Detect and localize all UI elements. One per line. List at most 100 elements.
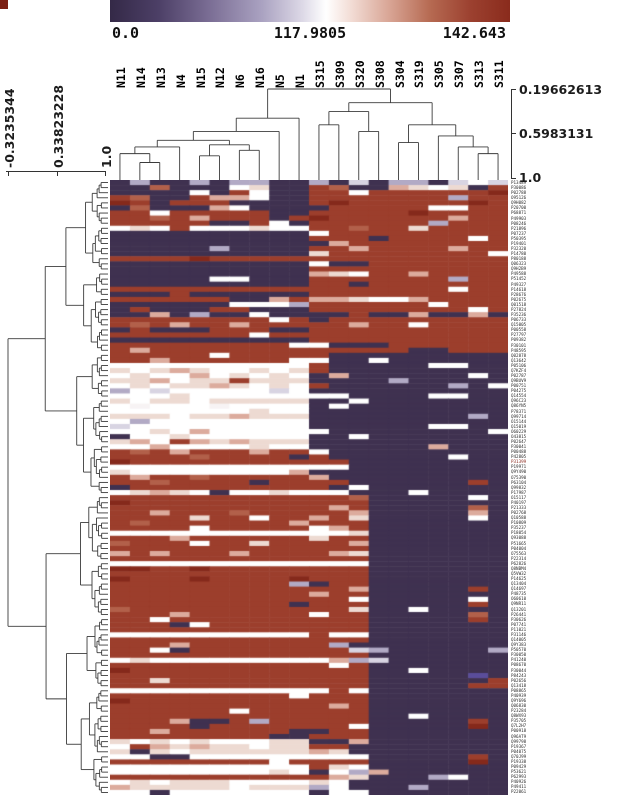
colorbar-label-max: 142.643 — [442, 24, 506, 42]
row-label-P31146: P31146 — [511, 631, 527, 637]
row-label-O15144: O15144 — [511, 418, 527, 424]
row-label-Q93088: Q93088 — [511, 535, 527, 541]
row-label-O95126: O95126 — [511, 195, 527, 201]
row-label-Q13642: Q13642 — [511, 357, 527, 363]
row-label-Q99714: Q99714 — [511, 413, 527, 419]
row-label-P27797: P27797 — [511, 332, 527, 338]
row-label-Q10588: Q10588 — [511, 515, 527, 521]
row-label-Q9BUV9: Q9BUV9 — [511, 378, 527, 384]
row-axis-tick — [105, 171, 106, 176]
row-label-P02656: P02656 — [511, 677, 527, 683]
row-label-P28676: P28676 — [511, 291, 527, 297]
row-axis-tick-label-mid: 0.33823228 — [51, 84, 66, 168]
col-axis-tick-label-bottom: 1.0 — [519, 170, 542, 185]
row-label-P07741: P07741 — [511, 621, 527, 627]
row-label-P49411: P49411 — [511, 784, 527, 790]
row-label-Q8NBM4: Q8NBM4 — [511, 565, 527, 571]
row-label-O43815: O43815 — [511, 433, 527, 439]
row-label-Q9H2B9: Q9H2B9 — [511, 266, 527, 272]
row-label-P02787: P02787 — [511, 372, 527, 378]
row-label-P17987: P17987 — [511, 489, 527, 495]
row-label-P23284: P23284 — [511, 708, 527, 714]
row-label-O75563: O75563 — [511, 550, 527, 556]
row-label-P50395: P50395 — [511, 235, 527, 241]
row-label-P31399: P31399 — [511, 459, 527, 465]
row-label-P04004: P04004 — [511, 545, 527, 551]
corner-swatch — [0, 0, 8, 9]
row-label-P26441: P26441 — [511, 611, 527, 617]
row-label-P49327: P49327 — [511, 281, 527, 287]
colorbar-label-mid: 117.9805 — [273, 24, 347, 42]
row-label-P22314: P22314 — [511, 555, 527, 561]
row-label-Q96AT9: Q96AT9 — [511, 733, 527, 739]
row-label-P40926: P40926 — [511, 779, 527, 785]
row-label-P51665: P51665 — [511, 540, 527, 546]
row-label-P30044: P30044 — [511, 667, 527, 673]
row-label-P53621: P53621 — [511, 769, 527, 775]
row-label-Q9Y383: Q9Y383 — [511, 642, 527, 648]
row-label-P19401: P19401 — [511, 240, 527, 246]
column-dendrogram — [119, 88, 499, 180]
row-label-Q06323: Q06323 — [511, 261, 527, 267]
row-label-Q06830: Q06830 — [511, 703, 527, 709]
row-label-Q9Y696: Q9Y696 — [511, 697, 527, 703]
row-label-Q14697: Q14697 — [511, 586, 527, 592]
row-label-P06733: P06733 — [511, 317, 527, 323]
row-label-P48595: P48595 — [511, 347, 527, 353]
col-axis-tick-label-mid: 0.5983131 — [519, 126, 594, 141]
row-label-P08246: P08246 — [511, 220, 527, 226]
row-label-P19367: P19367 — [511, 743, 527, 749]
colorbar-label-min: 0.0 — [112, 24, 140, 42]
row-label-P30041: P30041 — [511, 444, 527, 450]
row-axis-tick — [8, 171, 9, 176]
col-dendro-axis-line — [511, 89, 512, 179]
row-label-P30086: P30086 — [511, 185, 527, 191]
row-label-Q15019: Q15019 — [511, 423, 527, 429]
row-label-P40939: P40939 — [511, 692, 527, 698]
row-label-P14625: P14625 — [511, 576, 527, 582]
row-label-P02647: P02647 — [511, 438, 527, 444]
row-label-Q13404: Q13404 — [511, 581, 527, 587]
row-label-Q9Y490: Q9Y490 — [511, 469, 527, 475]
row-axis-tick-label-min: -0.3235344 — [2, 88, 17, 168]
row-label-P02788: P02788 — [511, 190, 527, 196]
row-label-Q99798: Q99798 — [511, 738, 527, 744]
row-label-Q01518: Q01518 — [511, 301, 527, 307]
row-label-P11021: P11021 — [511, 626, 527, 632]
row-label-P41240: P41240 — [511, 657, 527, 663]
row-label-P00558: P00558 — [511, 327, 527, 333]
row-label-Q15005: Q15005 — [511, 322, 527, 328]
row-label-P14618: P14618 — [511, 286, 527, 292]
row-label-P68871: P68871 — [511, 210, 527, 216]
row-label-Q7KZF4: Q7KZF4 — [511, 367, 527, 373]
row-label-Q96C23: Q96C23 — [511, 398, 527, 404]
row-label-P19971: P19971 — [511, 464, 527, 470]
row-label-P14780: P14780 — [511, 251, 527, 257]
row-axis-tick — [57, 171, 58, 176]
row-label-P35705: P35705 — [511, 718, 527, 724]
row-label-Q5VW32: Q5VW32 — [511, 571, 527, 577]
row-label-P02675: P02675 — [511, 296, 527, 302]
row-label-P21896: P21896 — [511, 225, 527, 231]
row-label-P10809: P10809 — [511, 520, 527, 526]
row-label-O75390: O75390 — [511, 474, 527, 480]
row-label-P32320: P32320 — [511, 246, 527, 252]
row-label-P20700: P20700 — [511, 205, 527, 211]
row-label-P35237: P35237 — [511, 525, 527, 531]
row-label-P63104: P63104 — [511, 479, 527, 485]
heatmap-canvas — [110, 180, 508, 795]
row-label-P40197: P40197 — [511, 499, 527, 505]
row-label-P21333: P21333 — [511, 505, 527, 510]
row-label-P13489: P13489 — [511, 180, 527, 185]
row-label-P19338: P19338 — [511, 758, 527, 764]
row-label-P00918: P00918 — [511, 728, 527, 734]
row-label-Q14005: Q14005 — [511, 637, 527, 643]
row-label-P30626: P30626 — [511, 616, 527, 622]
row-label-O15117: O15117 — [511, 494, 527, 500]
row-label-P84243: P84243 — [511, 672, 527, 678]
col-axis-tick — [512, 133, 516, 134]
row-dendrogram — [7, 182, 108, 793]
row-label-O60229: O60229 — [511, 428, 527, 434]
row-label-P80188: P80188 — [511, 256, 527, 262]
